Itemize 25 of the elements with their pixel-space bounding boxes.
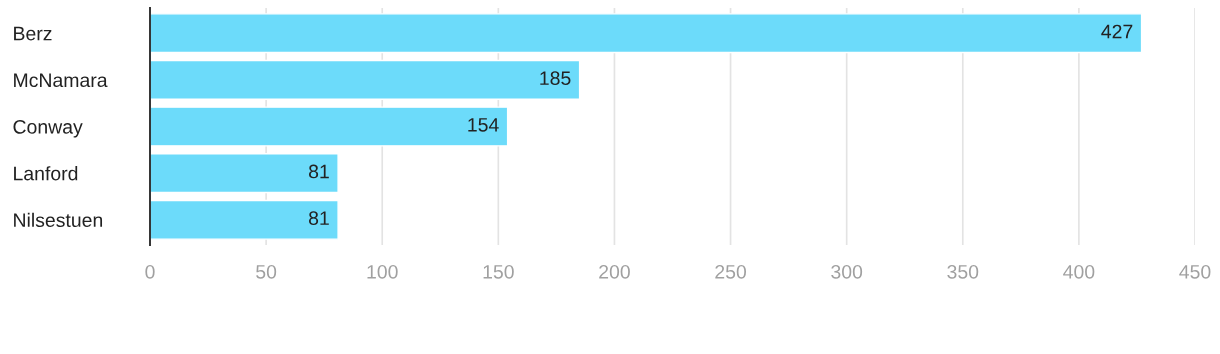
x-tick-label: 350 bbox=[947, 264, 979, 279]
data-label: 185 bbox=[540, 71, 571, 86]
x-tick-label: 100 bbox=[367, 264, 398, 279]
y-tick-label: Lanford bbox=[14, 166, 78, 181]
y-tick-label: Nilsestuen bbox=[14, 212, 103, 228]
x-tick-label: 300 bbox=[831, 264, 863, 279]
x-tick-label: 400 bbox=[1063, 264, 1095, 279]
x-tick-label: 150 bbox=[483, 264, 514, 279]
data-label: 154 bbox=[468, 118, 499, 132]
bar bbox=[150, 153, 339, 194]
x-tick-label: 450 bbox=[1179, 264, 1211, 279]
y-tick-label: McNamara bbox=[14, 73, 108, 88]
x-tick-label: 200 bbox=[599, 264, 630, 279]
x-tick-label: 250 bbox=[715, 264, 747, 279]
x-tick-label: 0 bbox=[145, 264, 155, 279]
bar bbox=[150, 199, 339, 240]
x-tick-label: 50 bbox=[256, 264, 277, 279]
data-label: 81 bbox=[308, 211, 329, 226]
data-label: 81 bbox=[308, 164, 329, 179]
y-tick-label: Berz bbox=[14, 26, 52, 41]
bar bbox=[150, 13, 1143, 54]
bar bbox=[150, 59, 581, 100]
y-tick-label: Conway bbox=[13, 119, 83, 138]
bar bbox=[150, 106, 509, 147]
data-label: 427 bbox=[1101, 24, 1133, 39]
